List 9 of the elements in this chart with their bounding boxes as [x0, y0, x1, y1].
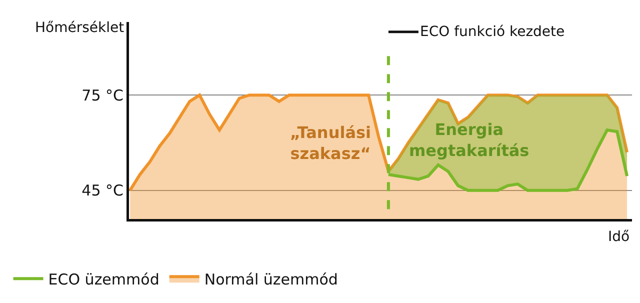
legend-label: ECO üzemmód	[48, 270, 160, 288]
legend-label: Normál üzemmód	[204, 270, 338, 288]
text: ECO funkció kezdete	[420, 24, 565, 40]
annotation: „Tanulási szakasz“	[290, 123, 371, 163]
y-tick-label: 75 °C	[82, 86, 124, 104]
y-tick-label: 45 °C	[82, 182, 124, 200]
y-axis-title: Hőmérséklet	[35, 20, 125, 36]
annotation: Energia megtakarítás	[409, 120, 530, 160]
x-axis-title: Idő	[608, 229, 630, 245]
